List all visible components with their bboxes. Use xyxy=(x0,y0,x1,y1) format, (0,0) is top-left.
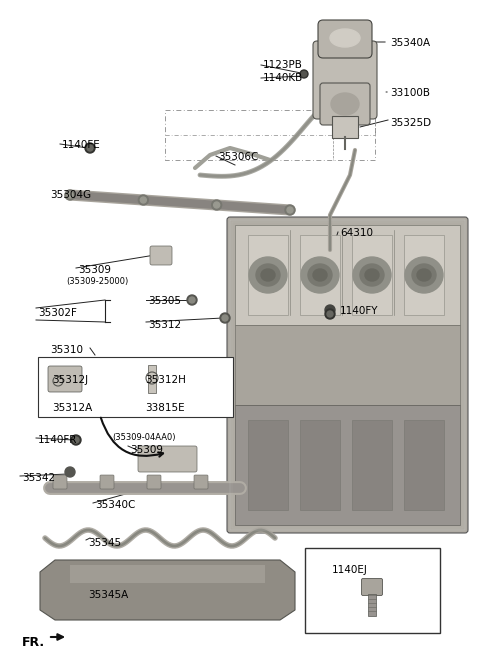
Text: 35306C: 35306C xyxy=(218,152,258,162)
Bar xyxy=(300,420,340,510)
FancyBboxPatch shape xyxy=(194,475,208,489)
Bar xyxy=(404,420,444,510)
Ellipse shape xyxy=(301,257,339,293)
FancyBboxPatch shape xyxy=(227,217,468,533)
FancyBboxPatch shape xyxy=(150,246,172,265)
Text: 1140FR: 1140FR xyxy=(38,435,77,445)
Ellipse shape xyxy=(365,269,379,281)
Text: 35345: 35345 xyxy=(88,538,121,548)
Text: 35340C: 35340C xyxy=(95,500,135,510)
Circle shape xyxy=(212,200,222,210)
Text: 35310: 35310 xyxy=(50,345,83,355)
Text: 33100B: 33100B xyxy=(390,88,430,98)
Circle shape xyxy=(71,435,81,445)
Circle shape xyxy=(220,313,230,323)
Circle shape xyxy=(325,305,335,315)
Bar xyxy=(305,548,440,633)
Circle shape xyxy=(301,72,307,76)
FancyBboxPatch shape xyxy=(320,83,370,125)
Ellipse shape xyxy=(256,264,280,286)
Text: FR.: FR. xyxy=(22,636,45,649)
Ellipse shape xyxy=(417,269,431,281)
Bar xyxy=(235,225,460,325)
Bar xyxy=(38,357,233,417)
Polygon shape xyxy=(40,560,295,620)
FancyBboxPatch shape xyxy=(48,366,82,392)
Bar xyxy=(235,325,460,405)
Bar xyxy=(404,235,444,315)
Circle shape xyxy=(222,315,228,321)
Circle shape xyxy=(138,195,148,205)
Ellipse shape xyxy=(353,257,391,293)
Text: 35342: 35342 xyxy=(22,473,55,483)
FancyBboxPatch shape xyxy=(318,20,372,58)
Circle shape xyxy=(85,143,95,153)
Circle shape xyxy=(214,202,220,208)
Text: (35309-04AA0): (35309-04AA0) xyxy=(112,433,176,442)
Circle shape xyxy=(73,437,79,443)
Bar xyxy=(368,594,376,616)
Ellipse shape xyxy=(249,257,287,293)
Text: 35302F: 35302F xyxy=(38,308,77,318)
Circle shape xyxy=(67,192,73,198)
Ellipse shape xyxy=(360,264,384,286)
Ellipse shape xyxy=(313,269,327,281)
Text: 35312H: 35312H xyxy=(145,375,186,385)
Ellipse shape xyxy=(405,257,443,293)
Bar xyxy=(352,235,392,315)
Text: 1140FE: 1140FE xyxy=(62,140,101,150)
Text: 1123PB: 1123PB xyxy=(263,60,303,70)
Ellipse shape xyxy=(412,264,436,286)
Circle shape xyxy=(87,145,93,151)
Text: 35325D: 35325D xyxy=(390,118,431,128)
Text: 35309: 35309 xyxy=(130,445,163,455)
Text: 1140FY: 1140FY xyxy=(340,306,379,316)
Text: (35309-25000): (35309-25000) xyxy=(66,277,128,286)
Text: 35312A: 35312A xyxy=(52,403,92,413)
FancyBboxPatch shape xyxy=(53,475,67,489)
Circle shape xyxy=(65,467,75,477)
FancyBboxPatch shape xyxy=(313,41,377,119)
Bar xyxy=(148,365,156,393)
Ellipse shape xyxy=(261,269,275,281)
FancyBboxPatch shape xyxy=(147,475,161,489)
Text: 64310: 64310 xyxy=(340,228,373,238)
Circle shape xyxy=(327,311,333,317)
Bar xyxy=(70,565,265,583)
Text: 35340A: 35340A xyxy=(390,38,430,48)
Circle shape xyxy=(187,295,197,305)
Ellipse shape xyxy=(330,29,360,47)
FancyBboxPatch shape xyxy=(138,446,197,472)
Circle shape xyxy=(300,70,308,78)
Circle shape xyxy=(140,197,146,203)
Text: 1140EJ: 1140EJ xyxy=(332,565,368,575)
Ellipse shape xyxy=(331,93,359,115)
Ellipse shape xyxy=(308,264,332,286)
Text: 35309: 35309 xyxy=(78,265,111,275)
Circle shape xyxy=(189,297,195,303)
Bar xyxy=(235,405,460,525)
Bar xyxy=(248,420,288,510)
Text: 1140KB: 1140KB xyxy=(263,73,303,83)
Text: 35312: 35312 xyxy=(148,320,181,330)
Circle shape xyxy=(325,309,335,319)
Text: 35305: 35305 xyxy=(148,296,181,306)
Circle shape xyxy=(65,190,75,200)
FancyBboxPatch shape xyxy=(361,579,383,595)
Bar xyxy=(352,420,392,510)
FancyBboxPatch shape xyxy=(100,475,114,489)
Bar xyxy=(248,235,288,315)
Circle shape xyxy=(285,205,295,215)
Text: 35345A: 35345A xyxy=(88,590,128,600)
Bar xyxy=(300,235,340,315)
Text: 35304G: 35304G xyxy=(50,190,91,200)
Text: 35312J: 35312J xyxy=(52,375,88,385)
FancyBboxPatch shape xyxy=(332,116,358,138)
Circle shape xyxy=(287,207,293,213)
Text: 33815E: 33815E xyxy=(145,403,185,413)
